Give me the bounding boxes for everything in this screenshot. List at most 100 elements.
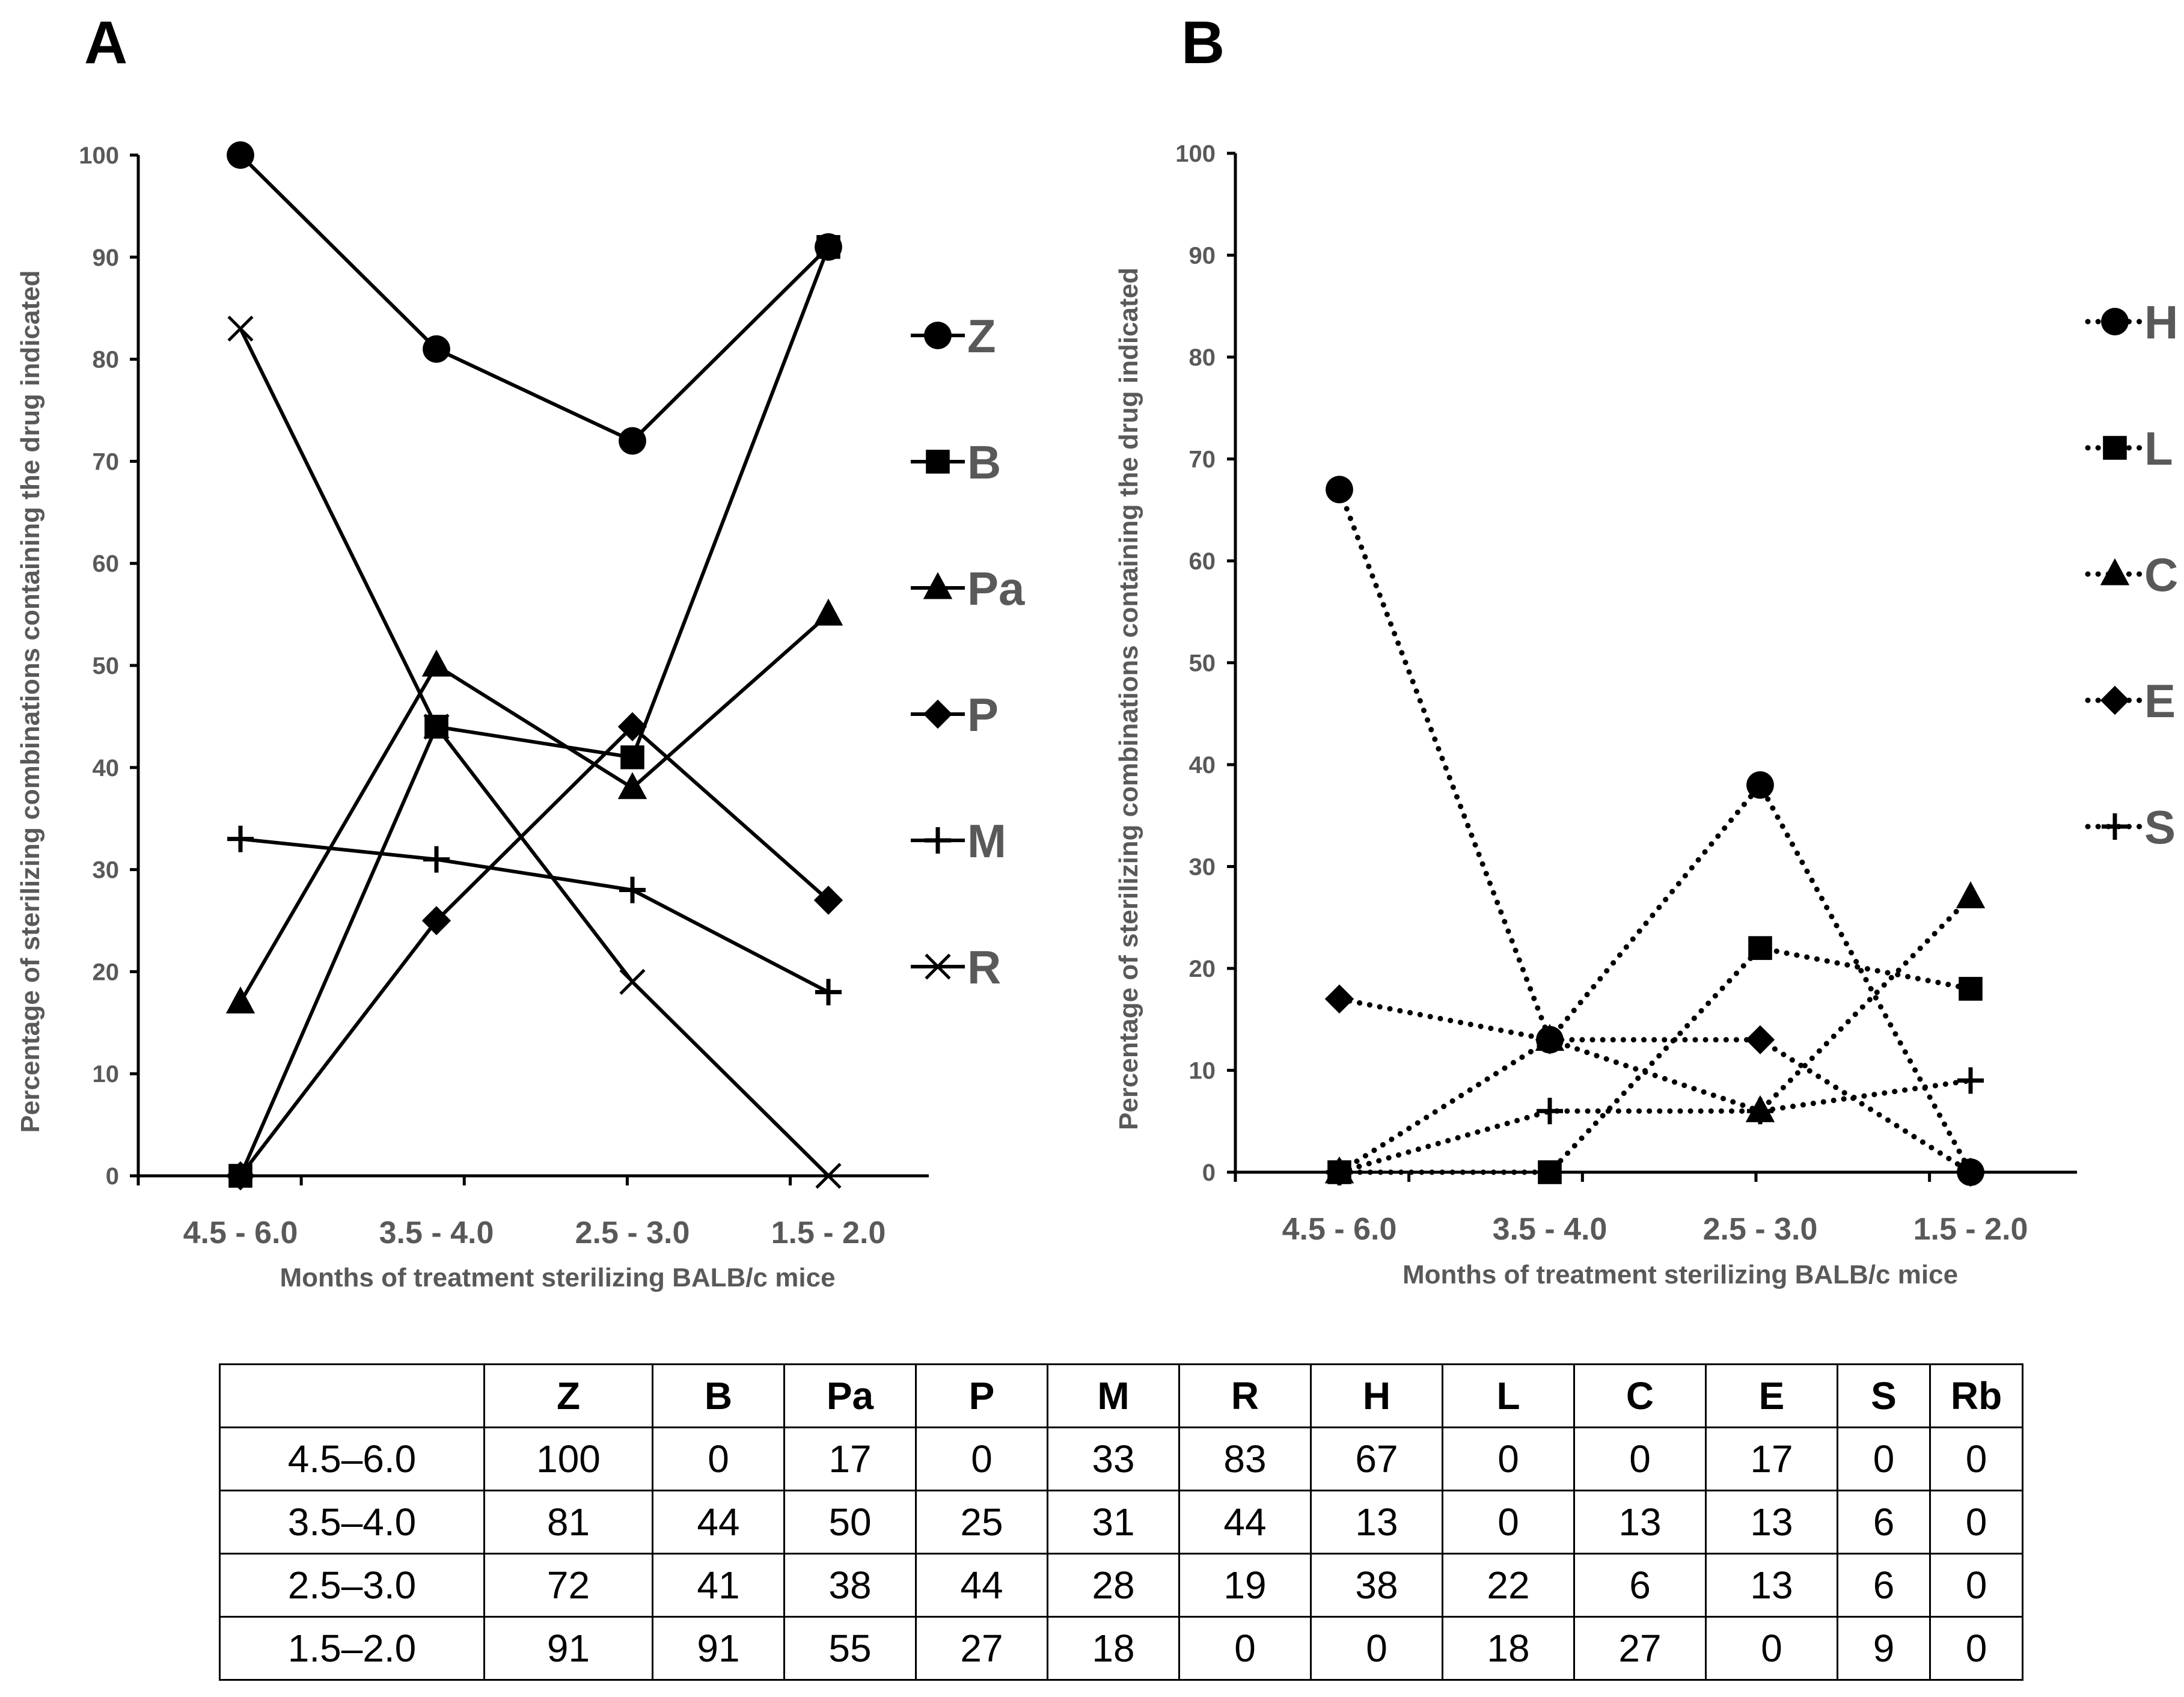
- table-cell-E: 13: [1705, 1490, 1838, 1555]
- y-tick-label-a: 80: [93, 347, 120, 373]
- table-row-label: 1.5–2.0: [219, 1616, 485, 1681]
- table-header-P: P: [915, 1363, 1048, 1428]
- table-cell-S: 6: [1837, 1553, 1931, 1618]
- x-tick-label-a: 4.5 - 6.0: [183, 1215, 298, 1250]
- table-header-L: L: [1442, 1363, 1575, 1428]
- data-point-C-4: [1956, 881, 1986, 908]
- table-cell-P: 25: [915, 1490, 1048, 1555]
- data-point-H-3: [1746, 771, 1774, 799]
- table-row-label: 4.5–6.0: [219, 1426, 485, 1491]
- y-tick-label-a: 30: [93, 857, 120, 884]
- table-row-label: 3.5–4.0: [219, 1490, 485, 1555]
- table-cell-Z: 81: [483, 1490, 653, 1555]
- data-point-Pa-3: [617, 772, 647, 800]
- table-cell-Z: 91: [483, 1616, 653, 1681]
- series-line-R: [239, 328, 830, 1178]
- x-tick-label-b: 3.5 - 4.0: [1493, 1212, 1607, 1247]
- data-point-L-2: [1538, 1160, 1562, 1184]
- table-cell-H: 0: [1310, 1616, 1443, 1681]
- data-point-Z-1: [227, 141, 254, 169]
- table-cell-Pa: 17: [783, 1426, 917, 1491]
- table-cell-H: 38: [1310, 1553, 1443, 1618]
- table-cell-S: 9: [1837, 1616, 1931, 1681]
- table-cell-L: 0: [1442, 1426, 1575, 1491]
- table-header-E: E: [1705, 1363, 1838, 1428]
- table-cell-C: 13: [1573, 1490, 1707, 1555]
- legend-marker-S: [2102, 813, 2128, 840]
- table-cell-B: 91: [652, 1616, 785, 1681]
- table-header-Z: Z: [483, 1363, 653, 1428]
- data-point-S-4: [1957, 1067, 1984, 1094]
- table-cell-C: 6: [1573, 1553, 1707, 1618]
- data-point-B-4: [816, 235, 840, 259]
- y-tick-label-a: 60: [93, 551, 120, 577]
- legend-label-R: R: [967, 941, 1001, 994]
- table-header-R: R: [1178, 1363, 1312, 1428]
- table-row: 3.5–4.0 81 44 50 25 31 44 13 0 13 13 6 0: [219, 1490, 2023, 1555]
- table-header-Pa: Pa: [783, 1363, 917, 1428]
- table-row: 1.5–2.0 91 91 55 27 18 0 0 18 27 0 9 0: [219, 1616, 2023, 1681]
- legend-label-Pa: Pa: [967, 562, 1025, 615]
- table-cell-M: 18: [1047, 1616, 1180, 1681]
- data-point-R-3: [619, 968, 646, 995]
- legend-marker-M: [925, 827, 951, 854]
- data-point-E-4: [1956, 1157, 1986, 1187]
- y-tick-label-b: 80: [1189, 344, 1216, 371]
- panel-label-b: B: [1181, 9, 1225, 76]
- table-body: 4.5–6.0 100 0 17 0 33 83 67 0 0 17 0 0 3.5–4.0 81 44 50 2…: [219, 1426, 2023, 1681]
- legend-marker-Z: [924, 322, 952, 349]
- series-line-M: [240, 837, 830, 994]
- table-cell-H: 67: [1310, 1426, 1443, 1491]
- table-header-M: M: [1047, 1363, 1180, 1428]
- table-cell-M: 28: [1047, 1553, 1180, 1618]
- y-tick-label-b: 0: [1202, 1160, 1216, 1186]
- y-tick-label-b: 30: [1189, 854, 1216, 881]
- series-line-E: [1336, 996, 1974, 1175]
- data-point-S-3: [1747, 1098, 1773, 1125]
- data-point-R-1: [227, 316, 254, 342]
- y-tick-label-a: 100: [79, 142, 119, 169]
- y-tick-label-b: 40: [1189, 752, 1216, 778]
- data-point-P-1: [225, 1161, 255, 1191]
- x-tick-label-a: 2.5 - 3.0: [575, 1215, 690, 1250]
- table-cell-Pa: 38: [783, 1553, 917, 1618]
- table-cell-Rb: 0: [1929, 1553, 2023, 1618]
- x-axis-title-a: Months of treatment sterilizing BALB/c m…: [280, 1263, 835, 1292]
- table-cell-B: 0: [652, 1426, 785, 1491]
- table-header-H: H: [1310, 1363, 1443, 1428]
- table-cell-C: 27: [1573, 1616, 1707, 1681]
- table-cell-S: 6: [1837, 1490, 1931, 1555]
- data-point-S-2: [1537, 1098, 1563, 1125]
- x-tick-label-a: 1.5 - 2.0: [771, 1215, 886, 1250]
- data-point-Z-2: [423, 335, 450, 363]
- data-point-L-4: [1959, 977, 1983, 1001]
- table-row: 4.5–6.0 100 0 17 0 33 83 67 0 0 17 0 0: [219, 1426, 2023, 1491]
- legend-label-H: H: [2144, 296, 2178, 349]
- table-cell-M: 33: [1047, 1426, 1180, 1491]
- table-cell-S: 0: [1837, 1426, 1931, 1491]
- table-header-B: B: [652, 1363, 785, 1428]
- panel-a-chart: A 0 10 20 30 40 50 60 70 80 90 100 4.5 - 6.0 3.5 - 4.…: [16, 9, 1025, 1292]
- table-cell-H: 13: [1310, 1490, 1443, 1555]
- y-tick-label-a: 40: [93, 755, 120, 781]
- table-cell-E: 17: [1705, 1426, 1838, 1491]
- y-tick-label-b: 90: [1189, 243, 1216, 269]
- table-cell-P: 44: [915, 1553, 1048, 1618]
- y-tick-label-b: 70: [1189, 447, 1216, 473]
- table-cell-L: 0: [1442, 1490, 1575, 1555]
- legend-label-S: S: [2144, 801, 2176, 854]
- data-point-Z-3: [619, 427, 646, 455]
- legend-marker-B: [926, 450, 950, 474]
- table-row: 2.5–3.0 72 41 38 44 28 19 38 22 6 13 6 0: [219, 1553, 2023, 1618]
- data-point-R-4: [815, 1163, 842, 1189]
- data-point-E-1: [1324, 984, 1354, 1014]
- table-cell-L: 22: [1442, 1553, 1575, 1618]
- table-cell-E: 13: [1705, 1553, 1838, 1618]
- data-point-Pa-4: [813, 598, 843, 626]
- y-tick-label-a: 50: [93, 653, 120, 679]
- table-corner-cell: [219, 1363, 485, 1428]
- series-line-C: [1336, 894, 1974, 1175]
- data-point-B-3: [620, 745, 644, 769]
- y-axis-title-b: Percentage of sterilizing combinations c…: [1114, 268, 1143, 1130]
- data-point-E-2: [1535, 1025, 1565, 1054]
